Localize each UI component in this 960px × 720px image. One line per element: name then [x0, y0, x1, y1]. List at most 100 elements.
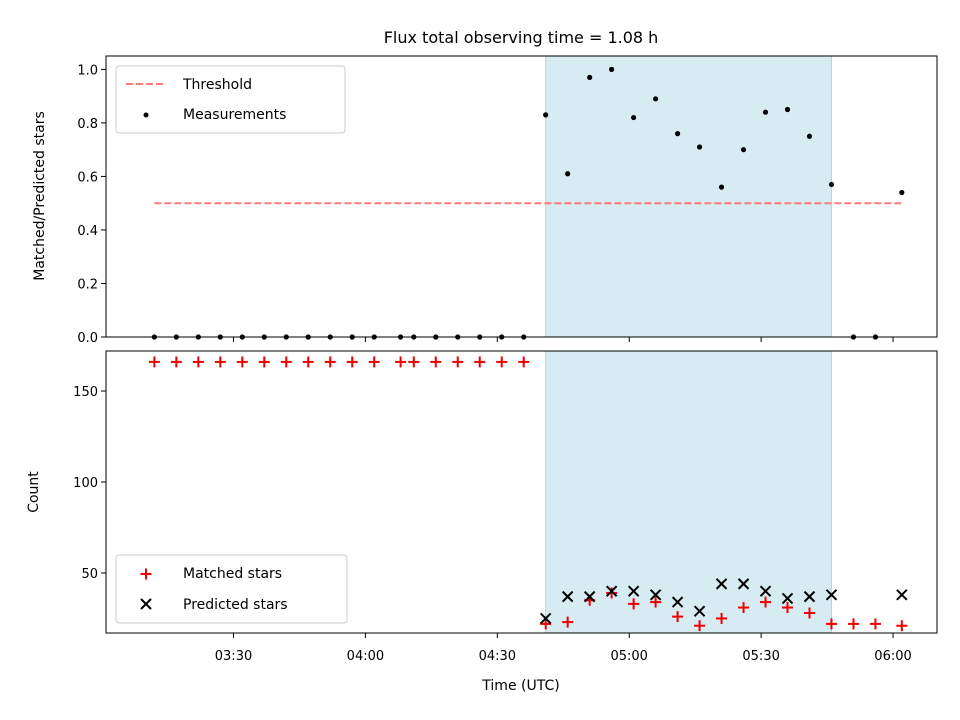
- legend-measurement-label: Measurements: [183, 107, 286, 123]
- matched-star-point: [606, 587, 618, 599]
- measurement-point: [740, 147, 747, 153]
- measurement-point: [631, 114, 637, 121]
- bottom-legend-box: [115, 554, 348, 624]
- predicted-star-point: [539, 612, 552, 625]
- x-tick-label: 03:30: [215, 649, 252, 664]
- top-observing-span: [545, 55, 832, 338]
- legend-predicted-marker: [140, 598, 152, 610]
- matched-star-point: [672, 611, 684, 623]
- measurement-point: [565, 171, 571, 177]
- matched-star-point: [258, 356, 270, 368]
- measurement-point: [609, 66, 615, 72]
- legend-matched-swatch: [140, 568, 152, 580]
- top-y-tick-label: 0.4: [77, 224, 98, 239]
- matched-star-point: [869, 618, 881, 630]
- matched-star-point: [562, 616, 574, 628]
- predicted-star-point-stroke: [715, 578, 728, 590]
- predicted-star-point-stroke: [583, 590, 596, 603]
- matched-star-point: [346, 356, 358, 368]
- predicted-star-point-stroke: [627, 585, 640, 597]
- matched-star-point: [782, 602, 794, 614]
- legend-predicted-swatch: [140, 598, 152, 610]
- bottom-y-tick-label: 50: [81, 567, 98, 582]
- x-tick-label: 05:00: [610, 649, 647, 664]
- predicted-star-point: [781, 592, 794, 605]
- predicted-star-points: [539, 578, 908, 625]
- legend-predicted-marker-stroke: [140, 598, 152, 610]
- predicted-star-point-stroke: [759, 585, 772, 597]
- matched-star-point: [395, 356, 407, 368]
- legend-measurement-swatch: [143, 112, 149, 118]
- top-legend: Threshold Measurements: [115, 65, 346, 134]
- predicted-star-point-stroke: [539, 612, 552, 625]
- legend-predicted-label: Predicted stars: [183, 597, 288, 613]
- legend-threshold-label: Threshold: [182, 77, 252, 93]
- x-tick-label: 05:30: [742, 649, 779, 664]
- matched-star-point: [738, 602, 750, 614]
- measurement-points: [151, 66, 905, 340]
- matched-star-point: [694, 620, 706, 632]
- matched-star-point: [368, 356, 380, 368]
- matched-star-point: [803, 607, 815, 619]
- matched-star-point: [518, 356, 530, 368]
- predicted-star-point: [759, 585, 772, 597]
- bottom-y-tick-label: 100: [73, 476, 98, 491]
- predicted-star-point: [803, 590, 816, 603]
- matched-star-point: [324, 356, 336, 368]
- predicted-star-point: [896, 589, 908, 601]
- bottom-x-ticks: 03:30 04:00 04:30 05:00 05:30 06:00: [215, 633, 912, 664]
- predicted-star-point-stroke: [561, 590, 574, 603]
- chart-title: Flux total observing time = 1.08 h: [384, 28, 659, 47]
- legend-matched-marker: [140, 568, 152, 580]
- top-y-tick-label: 0.6: [77, 170, 98, 185]
- matched-star-point: [540, 618, 552, 630]
- matched-star-point: [148, 356, 160, 368]
- matched-star-point: [192, 356, 204, 368]
- bottom-y-tick-label: 150: [73, 385, 98, 400]
- matched-star-point: [650, 596, 662, 608]
- predicted-star-point: [627, 585, 640, 597]
- top-x-ticks: [233, 337, 894, 342]
- top-legend-box: [115, 65, 346, 134]
- bottom-y-axis-label: Count: [26, 471, 42, 513]
- top-y-tick-label: 0.8: [77, 117, 98, 132]
- predicted-star-point: [649, 589, 662, 601]
- measurement-point: [674, 131, 681, 137]
- predicted-star-point-stroke: [781, 592, 794, 605]
- x-tick-label: 06:00: [874, 649, 911, 664]
- matched-star-point: [430, 356, 442, 368]
- measurement-point: [696, 144, 703, 150]
- measurement-point: [762, 109, 769, 115]
- matched-star-point: [474, 356, 486, 368]
- matched-star-point: [628, 598, 640, 610]
- top-y-axis-label: Matched/Predicted stars: [32, 111, 48, 281]
- top-plot-frame: [105, 55, 938, 338]
- top-y-tick-label: 1.0: [77, 63, 98, 78]
- predicted-star-point-stroke: [649, 589, 662, 601]
- predicted-star-point: [715, 578, 728, 590]
- matched-star-point: [452, 356, 464, 368]
- top-y-tick-label: 0.2: [77, 277, 98, 292]
- measurement-point: [806, 133, 813, 139]
- matched-star-point: [302, 356, 314, 368]
- measurement-point: [587, 74, 593, 81]
- x-axis-label: Time (UTC): [481, 678, 559, 694]
- matched-star-point: [896, 620, 908, 632]
- predicted-star-point-stroke: [737, 578, 750, 590]
- matched-star-point: [408, 356, 420, 368]
- predicted-star-point: [605, 585, 618, 597]
- x-tick-label: 04:00: [347, 649, 384, 664]
- predicted-star-point: [561, 590, 574, 603]
- matched-star-point: [716, 612, 728, 624]
- measurement-point: [784, 106, 791, 113]
- measurement-point: [653, 96, 659, 102]
- bottom-y-ticks: 50 100 150: [73, 385, 106, 582]
- measurement-point: [718, 184, 725, 190]
- top-panel: 0.0 0.2 0.4 0.6 0.8 1.0 Matched/Predicted sta…: [32, 55, 938, 346]
- predicted-star-point: [693, 605, 706, 617]
- matched-star-point: [847, 618, 859, 630]
- measurement-point: [828, 181, 835, 188]
- matched-star-point: [496, 356, 508, 368]
